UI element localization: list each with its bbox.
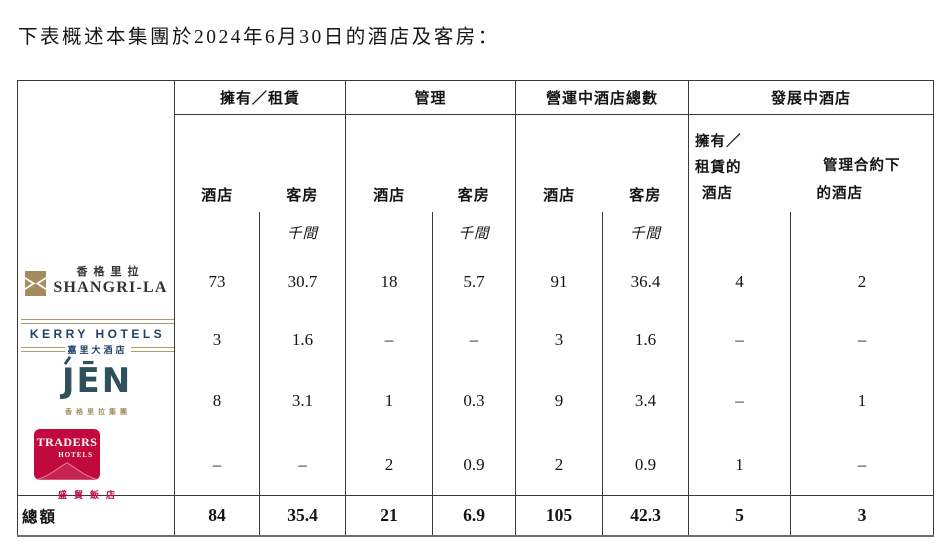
cell-value: 30.7 (258, 252, 346, 312)
unit-thousand-rooms: 千間 (258, 212, 346, 252)
traders-hotels-logo: TRADERS HOTELS 盛貿飯店 (34, 428, 144, 501)
dev-managed-line2: 的酒店 (816, 186, 864, 202)
kerry-rule-top (21, 318, 174, 324)
brand-column: 香格里拉 SHANGRI-LA KERRY HOTELS 嘉里大酒店 JĒN (18, 81, 175, 500)
traders-en-label: TRADERS (36, 434, 98, 449)
cell-value: 0.3 (432, 367, 516, 434)
cell-value: 0.9 (432, 434, 516, 496)
table-row-kerry: 3 1.6 – – 3 1.6 – – (18, 312, 934, 367)
dev-managed-line1: 管理合約下 (823, 158, 901, 174)
group-header-owned-leased: 擁有／租賃 (173, 80, 346, 115)
traders-cn-label: 盛貿飯店 (57, 489, 122, 500)
cell-value: 2 (790, 252, 934, 312)
cell-value: – (345, 312, 433, 367)
total-label: 總額 (17, 495, 175, 537)
total-value: 42.3 (602, 495, 689, 537)
total-value: 21 (345, 495, 433, 537)
cell-value: 1 (688, 434, 791, 496)
shangri-la-logo: 香格里拉 SHANGRI-LA (24, 263, 174, 297)
total-value: 3 (790, 495, 934, 537)
col-header-rooms: 客房 (286, 187, 319, 204)
jen-wordmark: JĒN (62, 355, 132, 399)
cell-value: 3.4 (602, 367, 689, 434)
shangri-la-emblem-icon (25, 270, 46, 296)
cell-value: 8 (174, 367, 260, 434)
cell-value: 18 (345, 252, 433, 312)
cell-value: 91 (515, 252, 603, 312)
cell-value: 3 (174, 312, 260, 367)
cell-value: 73 (174, 252, 260, 312)
cell-value: – (258, 434, 346, 496)
dev-owned-line2: 租賃的 (695, 160, 742, 176)
group-header-total-operating: 營運中酒店總數 (515, 80, 689, 115)
traders-hotels-label: HOTELS (58, 450, 93, 459)
cell-value: – (790, 312, 934, 367)
brand-logos: 香格里拉 SHANGRI-LA KERRY HOTELS 嘉里大酒店 JĒN (18, 82, 175, 500)
col-header-hotels: 酒店 (543, 187, 576, 204)
cell-value: 1 (790, 367, 934, 434)
hotels-rooms-table: 香格里拉 SHANGRI-LA KERRY HOTELS 嘉里大酒店 JĒN (17, 80, 935, 537)
cell-value: 2 (345, 434, 433, 496)
traders-mountain-icon (34, 461, 100, 480)
shangri-la-en-label: SHANGRI-LA (53, 278, 168, 296)
col-header-dev-owned-leased: 擁有／ 租賃的 酒店 (689, 129, 791, 212)
cell-value: 4 (688, 252, 791, 312)
cell-value: 3 (515, 312, 603, 367)
cell-value: 36.4 (602, 252, 689, 312)
page-title: 下表概述本集團於2024年6月30日的酒店及客房： (18, 27, 500, 48)
unit-thousand-rooms: 千間 (432, 212, 516, 252)
kerry-rule-right (130, 346, 175, 352)
col-header-rooms: 客房 (457, 187, 490, 204)
total-value: 6.9 (432, 495, 516, 537)
cell-value: – (432, 312, 516, 367)
sub-header-row: 酒店 客房 酒店 客房 酒店 客房 擁有／ 租賃的 酒店 管理合約下 的酒店 (18, 114, 934, 212)
total-value: 84 (174, 495, 260, 537)
cell-value: 3.1 (258, 367, 346, 434)
jen-logo: JĒN 香格里拉集團 (27, 355, 167, 417)
table-row-jen: 8 3.1 1 0.3 9 3.4 – 1 (18, 367, 934, 434)
traders-badge: TRADERS HOTELS (34, 428, 100, 480)
group-header-under-development: 發展中酒店 (688, 80, 934, 115)
kerry-rule-left (21, 346, 65, 352)
col-header-rooms: 客房 (629, 187, 662, 204)
kerry-hotels-logo: KERRY HOTELS 嘉里大酒店 (21, 318, 175, 356)
kerry-en-label: KERRY HOTELS (29, 326, 166, 341)
cell-value: 5.7 (432, 252, 516, 312)
dev-owned-line1: 擁有／ (695, 134, 742, 150)
cell-value: – (688, 312, 791, 367)
col-header-hotels: 酒店 (373, 187, 406, 204)
kerry-cn-label: 嘉里大酒店 (67, 344, 128, 355)
cell-value: 9 (515, 367, 603, 434)
table-row-total: 總額 84 35.4 21 6.9 105 42.3 5 3 (17, 495, 934, 537)
col-header-dev-managed: 管理合約下 的酒店 (791, 152, 934, 212)
total-value: 105 (515, 495, 603, 537)
cell-value: 1.6 (602, 312, 689, 367)
cell-value: – (174, 434, 260, 496)
group-header-managed: 管理 (345, 80, 516, 115)
group-header-row: 香格里拉 SHANGRI-LA KERRY HOTELS 嘉里大酒店 JĒN (18, 80, 934, 500)
shangri-la-cn-label: 香格里拉 (76, 265, 145, 278)
jen-accent-mark (63, 355, 72, 365)
cell-value: – (790, 434, 934, 496)
unit-thousand-rooms: 千間 (602, 212, 689, 252)
cell-value: 0.9 (602, 434, 689, 496)
total-value: 5 (688, 495, 791, 537)
cell-value: – (688, 367, 791, 434)
cell-value: 1.6 (258, 312, 346, 367)
dev-owned-line3: 酒店 (702, 186, 734, 202)
col-header-hotels: 酒店 (201, 187, 234, 204)
table-row-traders: – – 2 0.9 2 0.9 1 – (18, 434, 934, 496)
cell-value: 1 (345, 367, 433, 434)
cell-value: 2 (515, 434, 603, 496)
total-value: 35.4 (258, 495, 346, 537)
jen-cn-label: 香格里拉集團 (65, 408, 131, 416)
unit-row: 千間 千間 千間 (18, 212, 934, 252)
table-row-shangri-la: 73 30.7 18 5.7 91 36.4 4 2 (18, 252, 934, 312)
